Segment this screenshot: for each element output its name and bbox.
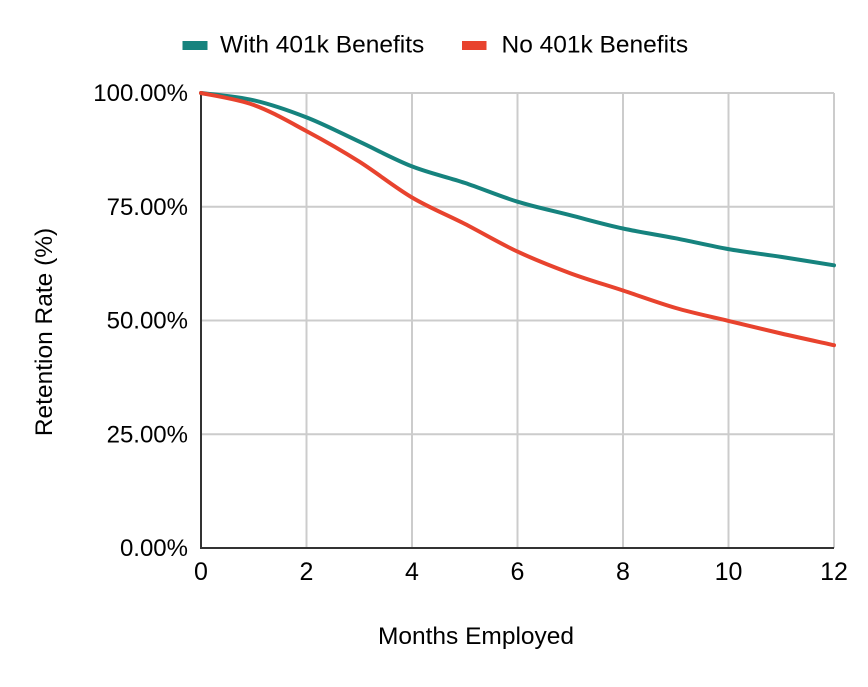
svg-text:Months Employed: Months Employed (378, 623, 574, 650)
svg-text:50.00%: 50.00% (107, 308, 188, 335)
svg-text:10: 10 (715, 558, 743, 586)
svg-text:4: 4 (405, 558, 419, 586)
svg-text:25.00%: 25.00% (107, 421, 188, 448)
svg-text:75.00%: 75.00% (107, 194, 188, 221)
svg-text:Retention Rate (%): Retention Rate (%) (31, 228, 58, 436)
svg-text:12: 12 (820, 558, 848, 586)
svg-text:100.00%: 100.00% (93, 80, 188, 107)
svg-text:8: 8 (616, 558, 630, 586)
svg-text:2: 2 (300, 558, 314, 586)
svg-text:With 401k Benefits: With 401k Benefits (220, 32, 424, 59)
svg-text:6: 6 (511, 558, 525, 586)
svg-text:0: 0 (194, 558, 208, 586)
svg-text:No 401k Benefits: No 401k Benefits (502, 32, 689, 59)
svg-text:0.00%: 0.00% (120, 535, 188, 562)
